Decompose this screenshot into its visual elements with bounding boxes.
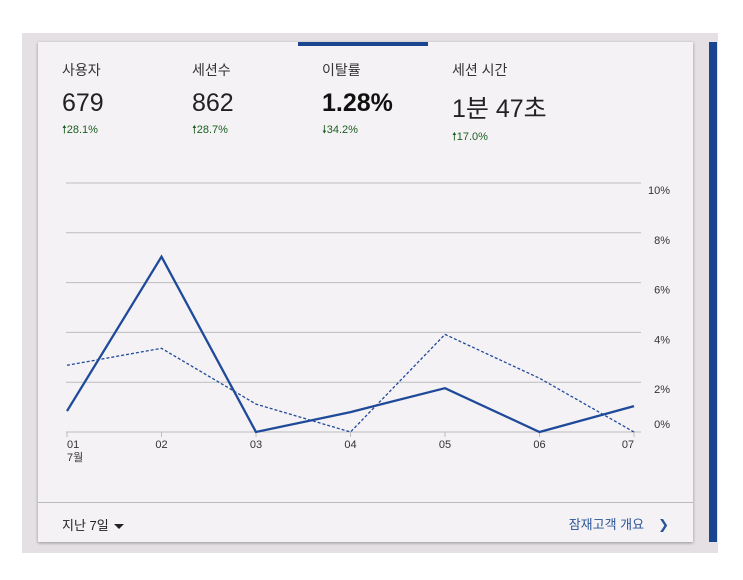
line-chart: 0% 2% 4% 6% 8% 10% 01 02 03 04 05 06 07 7월 <box>66 182 670 464</box>
x-tick-label: 02 <box>155 439 167 451</box>
caret-down-icon <box>113 524 124 530</box>
x-tick-label: 06 <box>533 439 545 451</box>
x-tick-label: 07 <box>622 439 634 451</box>
arrow-up-icon: 🠕 <box>192 124 197 136</box>
x-sublabel: 7월 <box>67 451 83 464</box>
y-tick-label: 10% <box>648 185 670 197</box>
metric-label: 사용자 <box>62 62 101 78</box>
y-tick-label: 6% <box>654 285 670 297</box>
y-tick-label: 8% <box>654 235 670 247</box>
arrow-down-icon: 🠗 <box>322 124 327 136</box>
metric-users[interactable]: 사용자 679 🠕28.1% <box>62 60 104 140</box>
arrow-up-icon: 🠕 <box>62 124 67 136</box>
metric-label: 이탈률 <box>322 62 361 78</box>
y-tick-label: 2% <box>654 384 670 396</box>
arrow-up-icon: 🠕 <box>452 131 457 143</box>
metric-value: 1.28% <box>322 89 393 117</box>
audience-overview-link[interactable]: 잠재고객 개요 ❯ <box>568 517 669 532</box>
metric-label: 세션수 <box>192 62 231 78</box>
metric-session-duration[interactable]: 세션 시간 1분 47초 🠕17.0% <box>452 60 547 147</box>
x-tick-label: 01 <box>67 439 79 451</box>
x-tick-label: 04 <box>344 439 356 451</box>
metric-change: 🠕28.7% <box>192 124 228 136</box>
series-line-previous <box>66 333 635 433</box>
metric-value: 1분 47초 <box>452 95 547 123</box>
metric-sessions[interactable]: 세션수 862 🠕28.7% <box>192 60 234 140</box>
metric-change: 🠕17.0% <box>452 131 488 143</box>
x-tick-label: 03 <box>250 439 262 451</box>
metric-bounce-rate[interactable]: 이탈률 1.28% 🠗34.2% <box>322 60 393 140</box>
metric-change: 🠕28.1% <box>62 124 98 136</box>
metric-label: 세션 시간 <box>452 62 508 78</box>
y-tick-label: 0% <box>654 419 670 431</box>
metric-value: 862 <box>192 89 234 117</box>
x-tick-label: 05 <box>439 439 451 451</box>
chevron-right-icon: ❯ <box>658 517 669 532</box>
bounce-rate-card: 사용자 679 🠕28.1% 세션수 862 🠕28.7% 이탈률 1.28% … <box>38 42 693 542</box>
scrollbar[interactable] <box>709 42 717 542</box>
metric-value: 679 <box>62 89 104 117</box>
selected-tab-indicator <box>298 42 428 46</box>
y-tick-label: 4% <box>654 334 670 346</box>
card-footer: 지난 7일 잠재고객 개요 ❯ <box>38 502 693 543</box>
date-range-dropdown[interactable]: 지난 7일 <box>62 515 124 534</box>
metric-change: 🠗34.2% <box>322 124 358 136</box>
